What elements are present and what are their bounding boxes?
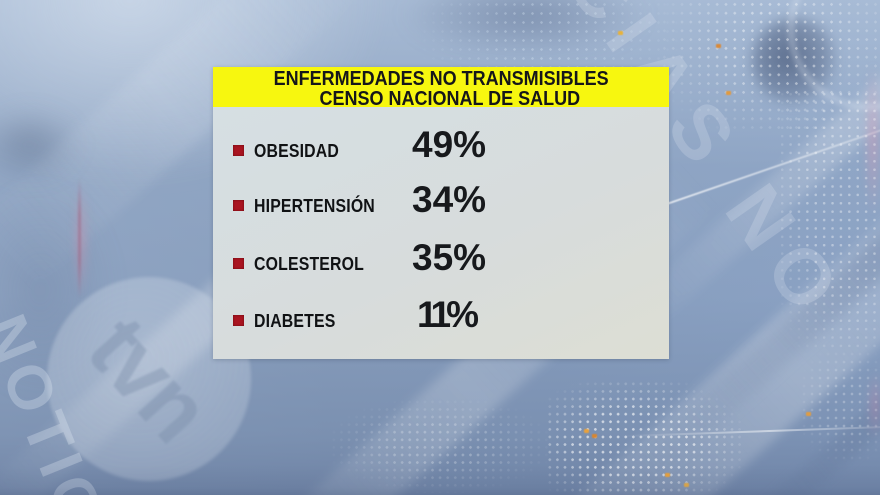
pink-glow-left [70,160,92,320]
red-square-bullet-icon [233,258,244,269]
stat-value: 49% [412,123,487,165]
accent-dot [684,483,689,487]
accent-dot [726,91,731,95]
accent-dot [806,412,811,416]
bottom-shade [0,465,880,495]
infographic-header: ENFERMEDADES NO TRANSMISIBLES CENSO NACI… [213,67,669,110]
led-dots-top-right [660,0,880,135]
accent-dot [592,434,597,438]
stat-label: OBESIDAD [254,140,340,161]
pink-glow-right-lower [866,360,880,450]
stat-value: 35% [412,236,487,278]
led-dots-right-bottom [800,350,880,460]
stat-value: 11% [417,293,479,335]
stat-label: HIPERTENSIÓN [254,195,375,216]
infographic-card: ENFERMEDADES NO TRANSMISIBLES CENSO NACI… [213,67,669,359]
red-square-bullet-icon [233,200,244,211]
infographic-title-line2: CENSO NACIONAL DE SALUD [319,87,581,110]
background-dark-patch-left-mid [0,150,140,430]
accent-dot [584,429,589,433]
led-dots-bottom-right [546,380,741,495]
accent-dot [665,473,670,477]
pink-line-left [78,178,81,298]
background-dark-patch-left [0,95,100,195]
infographic-title-line1: ENFERMEDADES NO TRANSMISIBLES [273,68,609,91]
background-dark-patch-top [360,0,690,70]
stat-label: DIABETES [254,310,336,331]
led-dots-right [778,90,880,350]
led-dots-bottom-center [330,398,550,493]
stat-label: COLESTEROL [254,253,365,274]
accent-dot [716,44,721,48]
infographic-body: OBESIDAD 49% HIPERTENSIÓN 34% COLESTEROL… [213,107,669,359]
accent-dot [618,31,623,35]
stat-value: 34% [412,178,487,220]
red-square-bullet-icon [233,145,244,156]
red-square-bullet-icon [233,315,244,326]
